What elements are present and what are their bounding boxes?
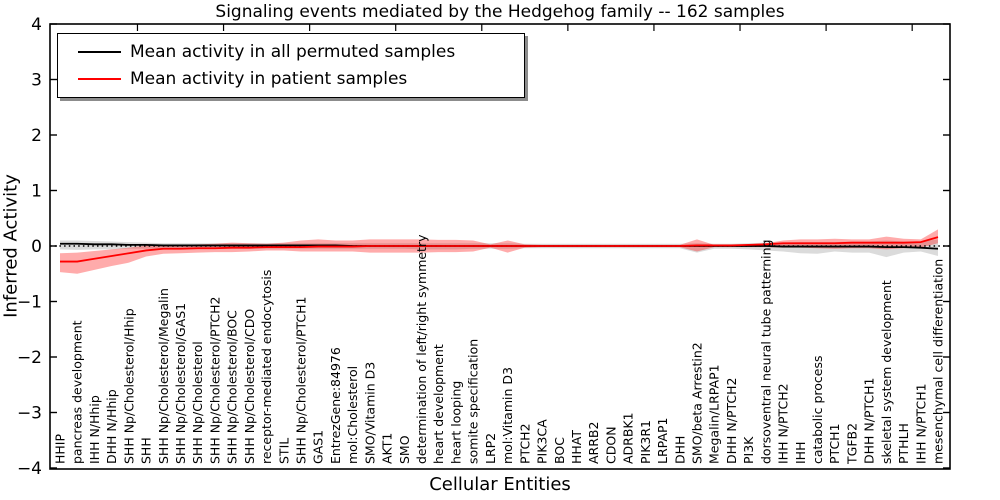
y-tick-label: 4 xyxy=(31,15,42,35)
y-tick-label: 2 xyxy=(31,126,42,146)
x-tick-label: STIL xyxy=(276,438,291,464)
x-tick-label: SHH Np/Cholesterol/PTCH2 xyxy=(207,297,222,465)
x-tick-label: SHH Np/Cholesterol/CDO xyxy=(242,309,257,464)
y-axis-label: Inferred Activity xyxy=(0,174,22,318)
x-tick-label: HHAT xyxy=(569,430,584,464)
x-tick-label: Megalin/LRPAP1 xyxy=(707,364,722,464)
x-tick-label: skeletal system development xyxy=(879,280,894,464)
x-tick-label: mol:Cholesterol xyxy=(345,366,360,464)
x-tick-label: catabolic process xyxy=(810,355,825,464)
x-tick-label: SHH Np/Cholesterol/BOC xyxy=(225,310,240,464)
x-tick-label: TGFB2 xyxy=(844,423,859,465)
x-tick-label: SHH Np/Cholesterol/PTCH1 xyxy=(294,297,309,465)
x-tick-label: DHH N/Hhip xyxy=(104,389,119,464)
x-tick-label: determination of left/right symmetry xyxy=(414,234,429,464)
x-tick-label: PIK3R1 xyxy=(638,420,653,464)
x-tick-label: IHH N/PTCH1 xyxy=(913,383,928,464)
y-tick-label: 3 xyxy=(31,71,42,91)
x-tick-label: somite specification xyxy=(466,339,481,464)
y-tick-label: −2 xyxy=(17,348,42,368)
x-tick-label: SMO/Vitamin D3 xyxy=(362,362,377,464)
x-tick-label: SHH Np/Cholesterol xyxy=(190,341,205,464)
legend-label-permuted: Mean activity in all permuted samples xyxy=(130,42,456,63)
x-tick-label: EntrezGene:84976 xyxy=(328,347,343,464)
x-tick-label: SHH Np/Cholesterol/GAS1 xyxy=(173,303,188,464)
x-tick-label: AKT1 xyxy=(380,433,395,464)
x-tick-label: SHH xyxy=(139,437,154,464)
x-tick-label: SMO xyxy=(397,435,412,464)
permuted-line-swatch xyxy=(78,51,121,54)
x-tick-label: receptor-mediated endocytosis xyxy=(259,270,274,464)
y-tick-label: −1 xyxy=(17,293,42,313)
legend-label-patient: Mean activity in patient samples xyxy=(130,68,408,89)
x-tick-label: heart looping xyxy=(448,381,463,464)
x-tick-label: mol:Vitamin D3 xyxy=(500,367,515,464)
legend-entry-permuted: Mean activity in all permuted samples xyxy=(78,42,518,62)
x-tick-label: IHH N/PTCH2 xyxy=(776,383,791,464)
y-tick-label: −4 xyxy=(17,459,42,479)
x-axis-label: Cellular Entities xyxy=(429,474,571,495)
x-tick-label: DHH xyxy=(672,436,687,464)
x-tick-label: DHH N/PTCH1 xyxy=(862,378,877,464)
x-tick-label: PTCH2 xyxy=(517,423,532,464)
x-tick-label: BOC xyxy=(552,437,567,464)
y-tick-label: 0 xyxy=(31,237,42,257)
x-tick-label: heart development xyxy=(431,344,446,464)
chart-title: Signaling events mediated by the Hedgeho… xyxy=(215,2,785,22)
permuted-confidence-band xyxy=(60,239,938,258)
x-tick-label: IHH xyxy=(793,442,808,465)
x-tick-label: ADRBK1 xyxy=(621,412,636,464)
x-tick-label: HHIP xyxy=(53,434,68,464)
x-tick-label: LRPAP1 xyxy=(655,418,670,464)
x-tick-label: DHH N/PTCH2 xyxy=(724,378,739,464)
x-tick-label: SMO/beta Arrestin2 xyxy=(689,342,704,464)
x-tick-label: dorsoventral neural tube patterning xyxy=(758,240,773,465)
x-tick-label: CDON xyxy=(603,426,618,464)
x-tick-label: pancreas development xyxy=(70,320,85,464)
x-tick-label: PI3K xyxy=(741,436,756,464)
x-tick-label: PTHLH xyxy=(896,423,911,464)
x-tick-label: SHH Np/Cholesterol/Megalin xyxy=(156,288,171,464)
x-tick-label: IHH N/Hhip xyxy=(87,395,102,464)
y-tick-label: −3 xyxy=(17,404,42,424)
x-tick-label: ARRB2 xyxy=(586,422,601,464)
patient-mean-line xyxy=(60,236,939,263)
patient-line-swatch xyxy=(78,77,121,80)
x-tick-label: SHH Np/Cholesterol/Hhip xyxy=(121,308,136,464)
legend: Mean activity in all permuted samples Me… xyxy=(57,33,525,98)
y-tick-label: 1 xyxy=(31,182,42,202)
x-tick-label: PTCH1 xyxy=(827,423,842,464)
x-tick-label: mesenchymal cell differentiation xyxy=(931,259,946,464)
x-tick-label: LRP2 xyxy=(483,433,498,464)
patient-confidence-band xyxy=(60,229,938,274)
x-tick-label: PIK3CA xyxy=(535,419,550,464)
x-tick-label: GAS1 xyxy=(311,430,326,464)
legend-entry-patient: Mean activity in patient samples xyxy=(78,69,518,89)
